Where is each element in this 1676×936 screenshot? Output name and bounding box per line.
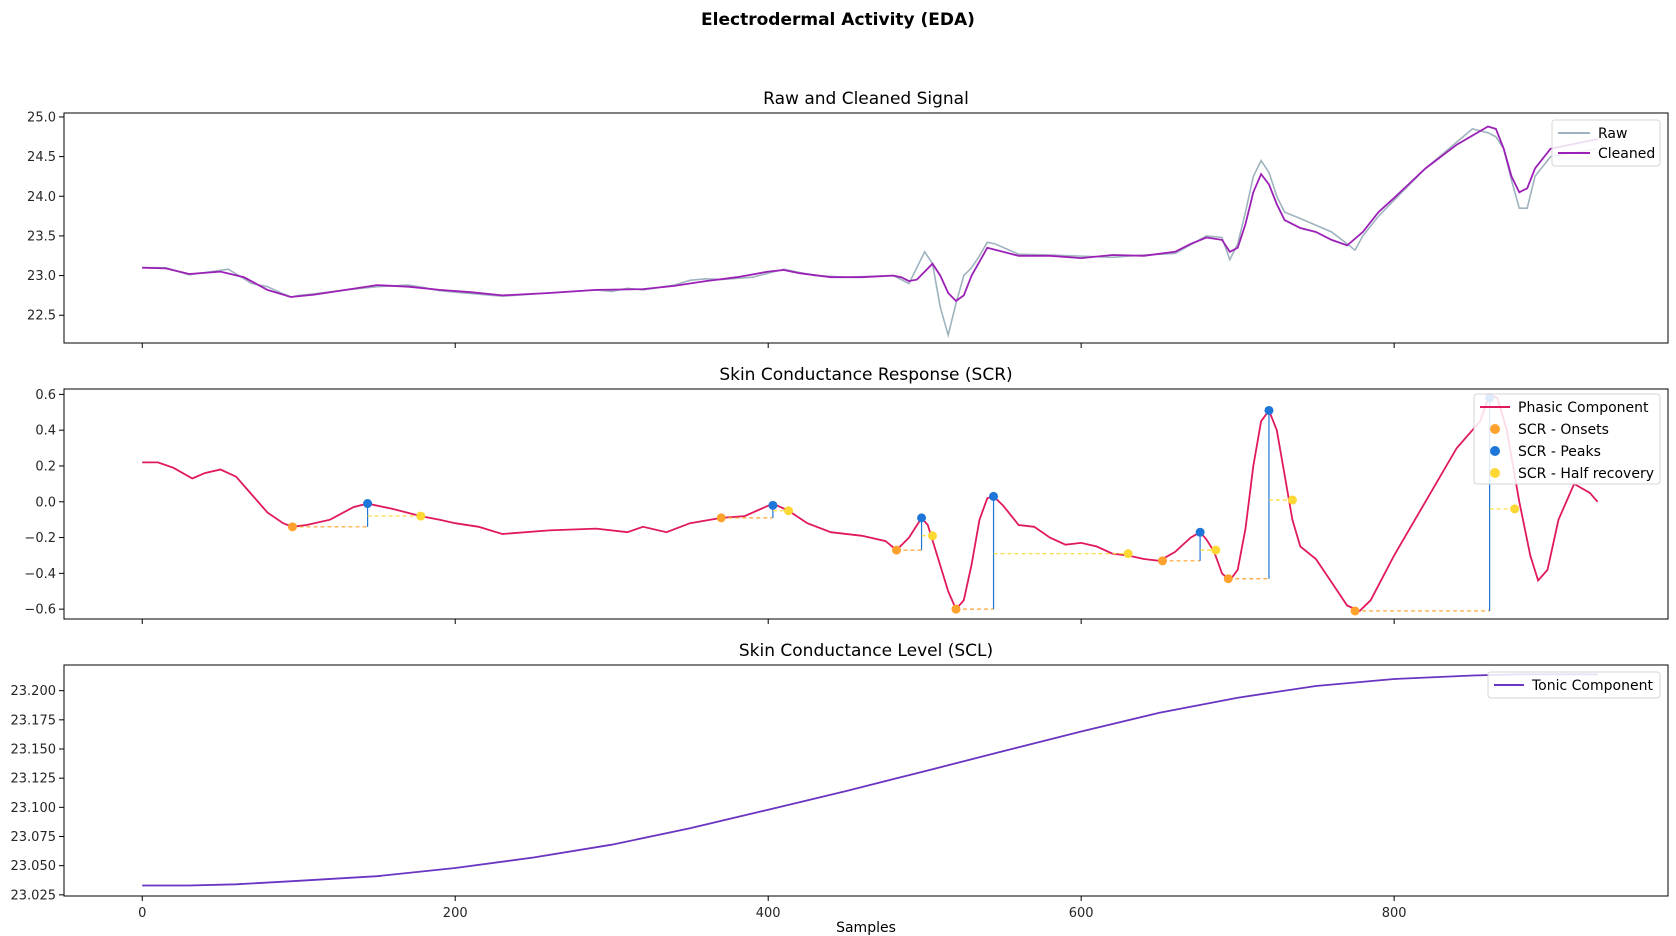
scr-half-recovery-point <box>1123 549 1133 559</box>
panel-raw-cleaned: Raw and Cleaned Signal 22.523.023.524.02… <box>27 89 1669 348</box>
panel-scr: Skin Conductance Response (SCR) −0.6 −0.4… <box>24 365 1669 624</box>
y-tick-label: 0.0 <box>35 495 56 510</box>
legend-scr: Phasic Component SCR - Onsets SCR - Peak… <box>1473 393 1661 485</box>
scr-half-recovery-point <box>1211 545 1221 555</box>
series-cleaned-line <box>142 125 1598 303</box>
scr-peak-point <box>768 500 778 510</box>
y-tick-label: 23.125 <box>11 772 57 787</box>
y-tick-label: −0.6 <box>24 603 56 618</box>
series-layer-scr <box>142 393 1599 616</box>
x-tick-label: 200 <box>443 906 468 921</box>
scr-onset-point <box>1158 556 1168 566</box>
y-tick-label: 23.200 <box>11 684 57 699</box>
panel-scl: Skin Conductance Level (SCL) 23.025 23.05… <box>11 641 1669 936</box>
scr-onset-point <box>287 522 297 532</box>
legend-marker-peaks <box>1490 446 1500 456</box>
panel-title-scl: Skin Conductance Level (SCL) <box>739 641 993 661</box>
x-axis-raw-cleaned <box>141 343 1395 348</box>
scr-peak-point <box>1264 405 1274 415</box>
y-tick-label: 23.050 <box>11 859 57 874</box>
y-tick-label: 23.150 <box>11 743 57 758</box>
scr-half-recovery-point <box>416 511 426 521</box>
y-axis-scl: 23.025 23.050 23.075 23.100 23.125 23.150 23.1… <box>11 684 64 903</box>
legend-label-phasic: Phasic Component <box>1518 400 1649 416</box>
scr-peak-point <box>363 499 373 509</box>
y-tick-label: 23.025 <box>11 888 57 903</box>
y-tick-label: 22.5 <box>27 309 56 324</box>
y-tick-label: 25.0 <box>27 110 56 125</box>
legend-label-raw: Raw <box>1598 126 1627 142</box>
plot-area-scl <box>63 664 1669 897</box>
y-tick-label: 0.2 <box>35 459 56 474</box>
y-tick-label: 24.5 <box>27 150 56 165</box>
x-tick-label: 600 <box>1069 906 1094 921</box>
scr-half-recovery-point <box>784 506 794 516</box>
scr-onset-point <box>1350 606 1360 616</box>
series-phasic-line <box>142 393 1599 612</box>
legend-label-onsets: SCR - Onsets <box>1518 422 1609 438</box>
x-tick-label: 800 <box>1382 906 1407 921</box>
scr-half-recovery-point <box>928 531 938 541</box>
legend-box <box>1487 671 1661 699</box>
plot-area-scr <box>63 388 1669 620</box>
plot-area-raw-cleaned <box>63 112 1669 344</box>
legend-box <box>1473 393 1661 485</box>
y-tick-label: −0.2 <box>24 531 56 546</box>
y-axis-scr: −0.6 −0.4 −0.2 0.0 0.2 0.4 0.6 <box>24 388 64 618</box>
y-tick-label: 24.0 <box>27 190 56 205</box>
y-tick-label: 23.100 <box>11 801 57 816</box>
legend-marker-onsets <box>1490 424 1500 434</box>
legend-label-tonic: Tonic Component <box>1531 678 1653 694</box>
legend-box <box>1551 119 1661 167</box>
scr-onset-point <box>892 545 902 555</box>
x-tick-label: 0 <box>138 906 146 921</box>
legend-label-half-recovery: SCR - Half recovery <box>1518 466 1654 482</box>
y-tick-label: 23.075 <box>11 830 57 845</box>
y-tick-label: 0.4 <box>35 424 56 439</box>
x-axis-scr <box>141 619 1395 624</box>
y-tick-label: 23.175 <box>11 713 57 728</box>
scr-peak-point <box>989 491 999 501</box>
legend-label-peaks: SCR - Peaks <box>1518 444 1601 460</box>
scr-half-recovery-point <box>1510 504 1520 514</box>
y-tick-label: 23.5 <box>27 229 56 244</box>
series-layer-scl <box>142 673 1598 887</box>
scr-onset-point <box>951 604 961 614</box>
x-axis-label: Samples <box>836 920 896 936</box>
scr-onset-point <box>716 513 726 523</box>
panel-title-raw-cleaned: Raw and Cleaned Signal <box>763 89 969 109</box>
series-tonic-line <box>142 673 1598 887</box>
legend-marker-half-recovery <box>1490 468 1500 478</box>
x-tick-label: 400 <box>756 906 781 921</box>
panel-title-scr: Skin Conductance Response (SCR) <box>719 365 1012 385</box>
scr-onset-point <box>1223 574 1233 584</box>
scr-peak-point <box>917 513 927 523</box>
series-raw-line <box>142 128 1598 339</box>
series-layer-raw-cleaned <box>142 125 1598 339</box>
scr-peak-point <box>1195 527 1205 537</box>
y-tick-label: 0.6 <box>35 388 56 403</box>
y-tick-label: 23.0 <box>27 269 56 284</box>
y-tick-label: −0.4 <box>24 567 56 582</box>
figure-title: Electrodermal Activity (EDA) <box>701 10 975 30</box>
legend-scl: Tonic Component <box>1487 671 1661 699</box>
scr-half-recovery-point <box>1287 495 1297 505</box>
legend-label-cleaned: Cleaned <box>1598 146 1655 162</box>
legend-raw-cleaned: Raw Cleaned <box>1551 119 1661 167</box>
x-axis-scl: 0 200 400 600 800 <box>138 896 1407 921</box>
y-axis-raw-cleaned: 22.5 23.0 23.5 24.0 24.5 25.0 <box>27 110 64 324</box>
